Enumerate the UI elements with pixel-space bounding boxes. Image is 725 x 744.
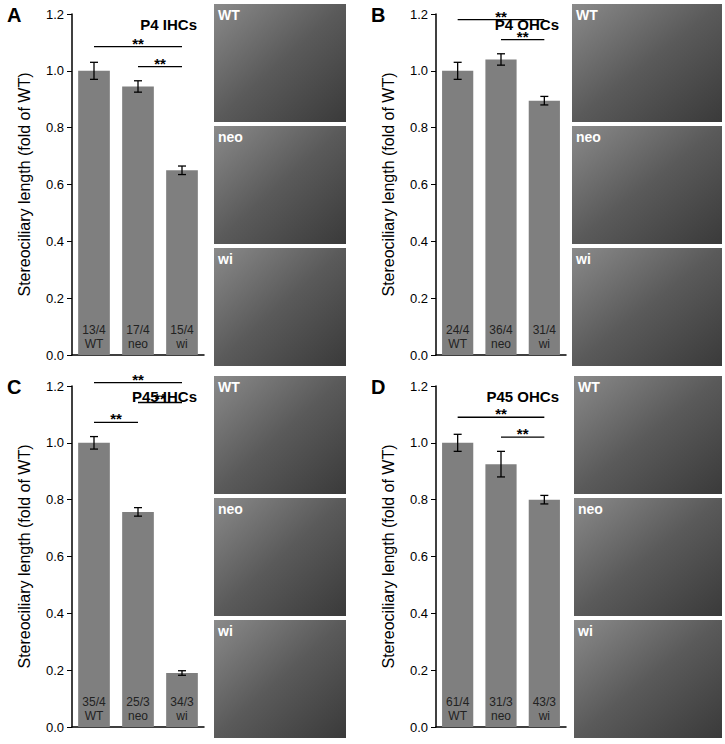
svg-text:0.0: 0.0 bbox=[46, 720, 64, 735]
svg-text:wi: wi bbox=[217, 251, 233, 267]
svg-text:WT: WT bbox=[448, 337, 467, 351]
svg-text:neo: neo bbox=[578, 501, 603, 517]
svg-text:0.2: 0.2 bbox=[46, 663, 64, 678]
svg-text:Stereociliary length (fold of: Stereociliary length (fold of WT) bbox=[380, 444, 397, 668]
svg-text:**: ** bbox=[132, 371, 144, 388]
svg-text:wi: wi bbox=[538, 337, 550, 351]
svg-text:0.0: 0.0 bbox=[46, 348, 64, 363]
svg-text:WT: WT bbox=[578, 379, 600, 395]
svg-text:wi: wi bbox=[575, 251, 591, 267]
svg-text:61/4: 61/4 bbox=[446, 695, 470, 709]
svg-text:WT: WT bbox=[85, 337, 104, 351]
svg-text:0.6: 0.6 bbox=[410, 177, 428, 192]
svg-text:B: B bbox=[371, 4, 385, 26]
svg-text:Stereociliary length (fold of: Stereociliary length (fold of WT) bbox=[380, 72, 397, 296]
svg-text:**: ** bbox=[517, 425, 529, 442]
svg-text:0.6: 0.6 bbox=[410, 549, 428, 564]
svg-text:wi: wi bbox=[538, 709, 550, 723]
svg-text:1.2: 1.2 bbox=[410, 379, 428, 394]
svg-text:25/3: 25/3 bbox=[126, 695, 150, 709]
svg-text:0.2: 0.2 bbox=[410, 663, 428, 678]
svg-text:wi: wi bbox=[175, 709, 187, 723]
svg-text:neo: neo bbox=[576, 129, 601, 145]
svg-text:0.6: 0.6 bbox=[46, 177, 64, 192]
svg-text:neo: neo bbox=[218, 129, 243, 145]
svg-text:P4 OHCs: P4 OHCs bbox=[495, 16, 559, 33]
svg-text:31/3: 31/3 bbox=[489, 695, 513, 709]
svg-text:34/3: 34/3 bbox=[170, 695, 194, 709]
svg-text:neo: neo bbox=[491, 709, 511, 723]
svg-text:1.2: 1.2 bbox=[46, 379, 64, 394]
svg-text:43/3: 43/3 bbox=[533, 695, 557, 709]
svg-text:1.0: 1.0 bbox=[46, 435, 64, 450]
svg-text:WT: WT bbox=[576, 7, 598, 23]
svg-text:wi: wi bbox=[175, 337, 187, 351]
svg-text:P45 OHCs: P45 OHCs bbox=[486, 388, 559, 405]
svg-text:wi: wi bbox=[577, 623, 593, 639]
svg-text:**: ** bbox=[154, 55, 166, 72]
svg-text:0.4: 0.4 bbox=[410, 234, 428, 249]
svg-text:35/4: 35/4 bbox=[82, 695, 106, 709]
svg-text:wi: wi bbox=[217, 623, 233, 639]
svg-text:0.4: 0.4 bbox=[410, 606, 428, 621]
svg-text:31/4: 31/4 bbox=[533, 323, 557, 337]
svg-text:0.8: 0.8 bbox=[46, 120, 64, 135]
svg-text:neo: neo bbox=[128, 337, 148, 351]
svg-text:**: ** bbox=[110, 410, 122, 427]
svg-text:13/4: 13/4 bbox=[82, 323, 106, 337]
svg-text:A: A bbox=[7, 4, 21, 26]
svg-text:0.8: 0.8 bbox=[46, 492, 64, 507]
svg-text:0.0: 0.0 bbox=[410, 348, 428, 363]
svg-text:0.2: 0.2 bbox=[410, 291, 428, 306]
svg-text:WT: WT bbox=[85, 709, 104, 723]
svg-text:0.8: 0.8 bbox=[410, 120, 428, 135]
svg-text:Stereociliary length (fold of: Stereociliary length (fold of WT) bbox=[16, 72, 33, 296]
svg-text:17/4: 17/4 bbox=[126, 323, 150, 337]
svg-text:**: ** bbox=[495, 405, 507, 422]
svg-text:1.2: 1.2 bbox=[410, 7, 428, 22]
svg-text:0.8: 0.8 bbox=[410, 492, 428, 507]
svg-text:**: ** bbox=[132, 35, 144, 52]
svg-text:C: C bbox=[7, 376, 21, 398]
svg-text:WT: WT bbox=[448, 709, 467, 723]
svg-text:neo: neo bbox=[491, 337, 511, 351]
svg-text:0.6: 0.6 bbox=[46, 549, 64, 564]
svg-text:0.0: 0.0 bbox=[410, 720, 428, 735]
svg-text:WT: WT bbox=[218, 379, 240, 395]
svg-text:P4 IHCs: P4 IHCs bbox=[140, 16, 197, 33]
svg-text:1.2: 1.2 bbox=[46, 7, 64, 22]
svg-text:neo: neo bbox=[128, 709, 148, 723]
svg-text:0.4: 0.4 bbox=[46, 606, 64, 621]
svg-text:0.2: 0.2 bbox=[46, 291, 64, 306]
svg-text:1.0: 1.0 bbox=[410, 63, 428, 78]
svg-text:1.0: 1.0 bbox=[410, 435, 428, 450]
svg-text:D: D bbox=[371, 376, 385, 398]
svg-text:15/4: 15/4 bbox=[170, 323, 194, 337]
svg-text:1.0: 1.0 bbox=[46, 63, 64, 78]
svg-text:36/4: 36/4 bbox=[489, 323, 513, 337]
svg-text:neo: neo bbox=[218, 501, 243, 517]
svg-text:P45 IHCs: P45 IHCs bbox=[132, 388, 197, 405]
svg-text:WT: WT bbox=[218, 7, 240, 23]
svg-text:24/4: 24/4 bbox=[446, 323, 470, 337]
svg-text:0.4: 0.4 bbox=[46, 234, 64, 249]
svg-text:Stereociliary length (fold of: Stereociliary length (fold of WT) bbox=[16, 444, 33, 668]
